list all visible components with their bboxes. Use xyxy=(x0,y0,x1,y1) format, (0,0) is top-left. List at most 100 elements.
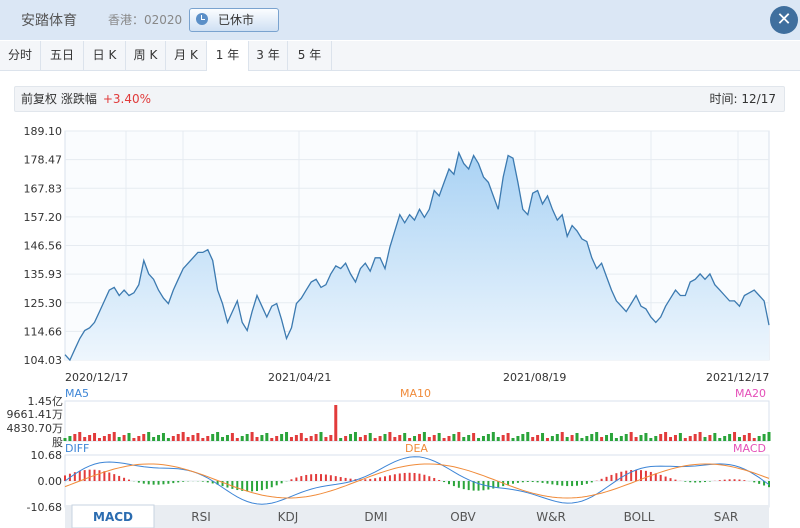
volume-bar xyxy=(501,435,505,441)
volume-bar xyxy=(73,434,77,441)
volume-bar xyxy=(575,433,579,441)
diff-line xyxy=(64,456,770,505)
volume-bar xyxy=(304,438,308,441)
volume-bar xyxy=(698,432,702,441)
indicator-tab-bar xyxy=(65,505,769,528)
volume-bar xyxy=(693,434,697,441)
price-tick-label: 189.10 xyxy=(24,125,63,138)
volume-bar xyxy=(245,434,249,441)
volume-bar xyxy=(639,435,643,441)
change-label: 涨跌幅 xyxy=(60,92,97,106)
volume-bar xyxy=(560,432,564,441)
volume-bar xyxy=(432,435,436,441)
stock-code: 香港：02020 xyxy=(108,13,183,27)
indicator-tab-boll[interactable]: BOLL xyxy=(624,510,655,524)
volume-bar xyxy=(393,437,397,441)
indicator-tab-dmi[interactable]: DMI xyxy=(364,510,387,524)
indicator-tab-macd[interactable]: MACD xyxy=(93,510,133,524)
volume-tick-label: 4830.70万 xyxy=(7,422,64,435)
volume-bar xyxy=(703,437,707,441)
volume-bar xyxy=(649,438,653,441)
time-label: 时间: 12/17 xyxy=(709,92,776,106)
volume-bar xyxy=(683,438,687,441)
volume-bar xyxy=(614,438,618,441)
macd-tick-label: 0.00 xyxy=(38,475,63,488)
volume-bar xyxy=(590,434,594,441)
volume-bar xyxy=(737,437,741,441)
volume-bar xyxy=(688,436,692,441)
volume-bar xyxy=(88,435,92,441)
volume-bar xyxy=(644,433,648,441)
volume-bar xyxy=(718,438,722,441)
volume-bar xyxy=(201,438,205,441)
diff-legend: DIFF xyxy=(65,442,89,455)
close-button[interactable]: ✕ xyxy=(770,6,798,34)
volume-bar xyxy=(122,435,126,441)
volume-bar xyxy=(678,433,682,441)
dea-legend: DEA xyxy=(405,442,428,455)
volume-bar xyxy=(68,436,72,441)
volume-bar xyxy=(260,435,264,441)
volume-bar xyxy=(93,433,97,441)
volume-bar xyxy=(506,433,510,441)
volume-bar xyxy=(585,436,589,441)
volume-bar xyxy=(708,435,712,441)
volume-bar xyxy=(531,437,535,441)
volume-bar xyxy=(467,435,471,441)
volume-bar xyxy=(157,435,161,441)
volume-bar xyxy=(181,432,185,441)
volume-bar xyxy=(225,435,229,441)
volume-bar xyxy=(221,437,225,441)
price-tick-label: 167.83 xyxy=(24,182,63,195)
indicator-tab-kdj[interactable]: KDJ xyxy=(278,510,299,524)
indicator-tab-wr[interactable]: W&R xyxy=(536,510,566,524)
volume-bar xyxy=(255,437,259,441)
volume-bar xyxy=(516,436,520,441)
volume-bar xyxy=(368,433,372,441)
tab-2[interactable]: 日 K xyxy=(84,41,126,70)
volume-bar xyxy=(78,432,82,441)
volume-bar xyxy=(373,438,377,441)
change-value: +3.40% xyxy=(102,92,152,106)
date-tick-label: 2021/08/19 xyxy=(503,371,566,384)
volume-bar xyxy=(570,435,574,441)
tab-6[interactable]: 3 年 xyxy=(249,41,288,70)
indicator-tab-obv[interactable]: OBV xyxy=(450,510,476,524)
tab-4[interactable]: 月 K xyxy=(166,41,207,70)
price-plot-area xyxy=(64,130,770,361)
tab-0[interactable]: 分时 xyxy=(0,41,41,70)
indicator-tab-sar[interactable]: SAR xyxy=(714,510,738,524)
volume-bar xyxy=(270,438,274,441)
volume-bar xyxy=(629,432,633,441)
volume-bar xyxy=(541,433,545,441)
volume-bar xyxy=(383,434,387,441)
volume-plot-area xyxy=(64,400,770,442)
tab-7[interactable]: 5 年 xyxy=(288,41,332,70)
tab-1[interactable]: 五日 xyxy=(41,41,84,70)
volume-bar xyxy=(472,433,476,441)
price-area-fill xyxy=(65,152,769,361)
ma20-legend: MA20 xyxy=(735,387,766,400)
volume-bar xyxy=(206,436,210,441)
volume-bar xyxy=(747,433,751,441)
tab-5[interactable]: 1 年 xyxy=(207,41,249,71)
volume-bar xyxy=(723,436,727,441)
volume-bar xyxy=(555,434,559,441)
volume-bar xyxy=(142,434,146,441)
ma5-legend: MA5 xyxy=(65,387,89,400)
volume-bar xyxy=(496,437,500,441)
volume-bar xyxy=(417,434,421,441)
volume-bar xyxy=(329,435,333,441)
price-tick-label: 178.47 xyxy=(24,154,63,167)
indicator-tab-active xyxy=(71,504,155,528)
indicator-tab-rsi[interactable]: RSI xyxy=(191,510,211,524)
market-status-button[interactable]: 已休市 xyxy=(189,8,279,32)
volume-bar xyxy=(161,433,165,441)
volume-bar xyxy=(294,435,298,441)
tab-3[interactable]: 周 K xyxy=(126,41,166,70)
volume-bar xyxy=(624,434,628,441)
volume-bar xyxy=(275,436,279,441)
volume-bar xyxy=(235,438,239,441)
price-line xyxy=(64,150,770,362)
